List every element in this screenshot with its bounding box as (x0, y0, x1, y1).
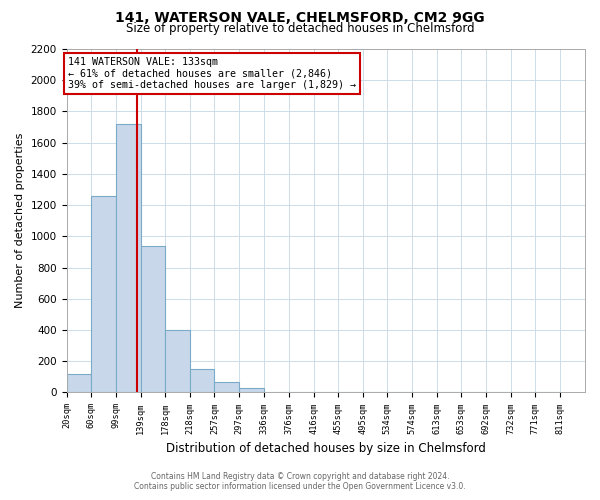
Text: 141 WATERSON VALE: 133sqm
← 61% of detached houses are smaller (2,846)
39% of se: 141 WATERSON VALE: 133sqm ← 61% of detac… (68, 57, 356, 90)
Bar (214, 382, 239, 392)
Bar (165, 330, 190, 392)
Bar (116, 124, 141, 392)
X-axis label: Distribution of detached houses by size in Chelmsford: Distribution of detached houses by size … (166, 442, 486, 455)
Text: 141, WATERSON VALE, CHELMSFORD, CM2 9GG: 141, WATERSON VALE, CHELMSFORD, CM2 9GG (115, 11, 485, 25)
Bar (91, 196, 116, 392)
Text: Size of property relative to detached houses in Chelmsford: Size of property relative to detached ho… (125, 22, 475, 35)
Bar (141, 246, 165, 392)
Bar (67, 374, 91, 392)
Y-axis label: Number of detached properties: Number of detached properties (15, 133, 25, 308)
Text: Contains HM Land Registry data © Crown copyright and database right 2024.
Contai: Contains HM Land Registry data © Crown c… (134, 472, 466, 491)
Bar (239, 388, 263, 392)
Bar (190, 369, 214, 392)
